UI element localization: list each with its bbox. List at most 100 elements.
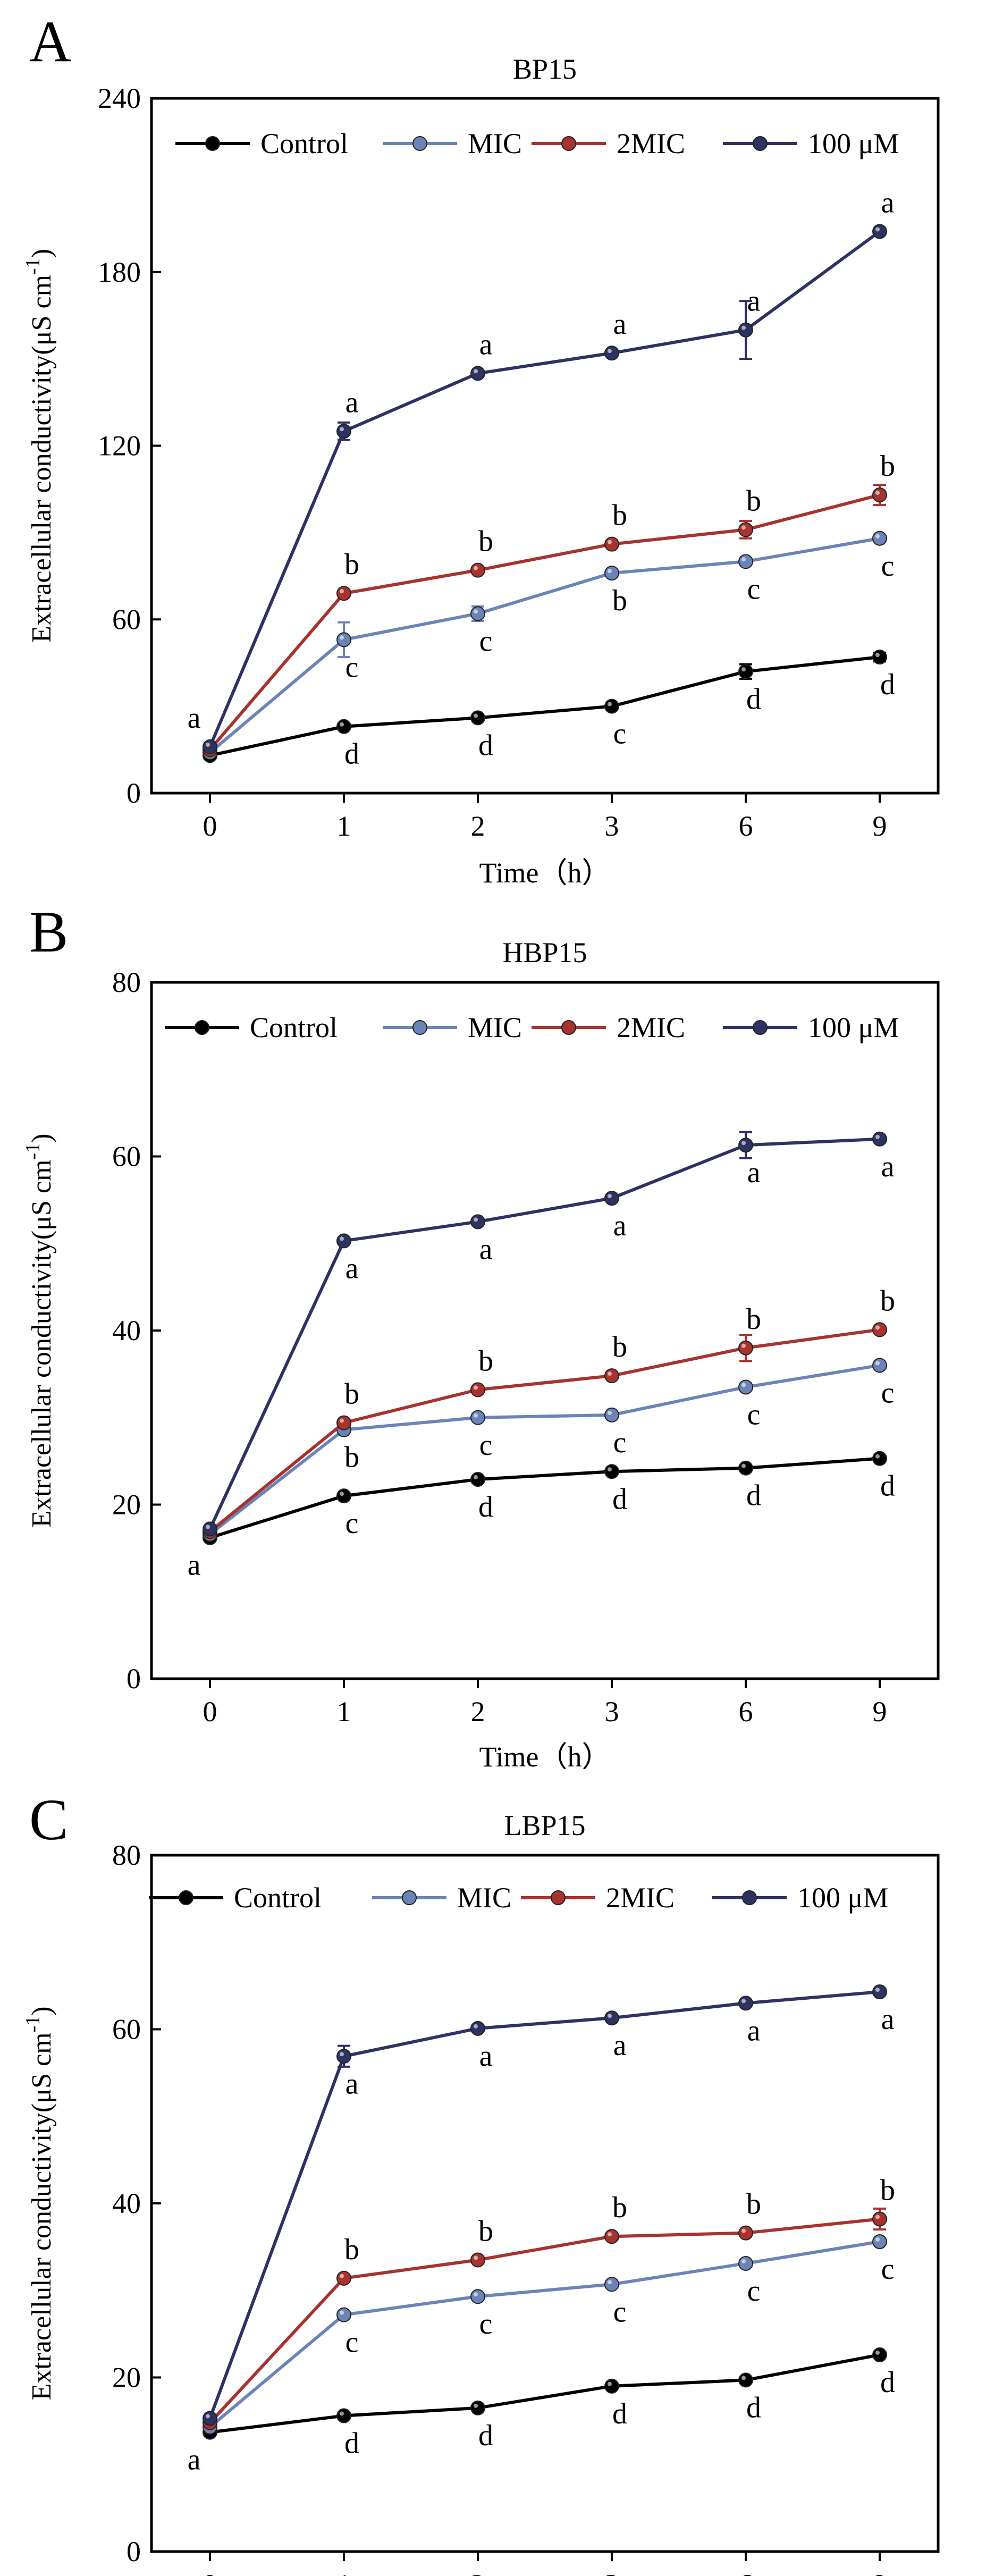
y-tick-label: 60 xyxy=(112,603,141,635)
data-point xyxy=(203,2411,217,2426)
data-point-highlight xyxy=(741,2259,746,2263)
data-point xyxy=(738,2372,753,2388)
series-control: d d c d d xyxy=(203,650,895,771)
significance-letter: d xyxy=(344,738,359,771)
x-tick-label: 9 xyxy=(873,1696,887,1728)
significance-letter: a xyxy=(747,1156,761,1189)
data-point-highlight xyxy=(875,2215,880,2219)
significance-letter: c xyxy=(345,2326,359,2359)
data-point-highlight xyxy=(875,1454,880,1459)
significance-letter: a xyxy=(345,2067,359,2100)
series-mic: b c ccc xyxy=(203,1358,894,1542)
data-point xyxy=(872,1322,887,1337)
plot-frame xyxy=(150,97,940,795)
significance-letter: b xyxy=(478,1344,493,1377)
data-point xyxy=(336,424,351,439)
data-point xyxy=(336,586,351,601)
significance-letter: a xyxy=(188,2444,201,2477)
data-point xyxy=(604,346,619,361)
data-point xyxy=(604,2010,619,2026)
data-point-highlight xyxy=(875,534,880,538)
significance-letter: b xyxy=(612,1331,627,1363)
legend-swatch-marker xyxy=(195,1020,209,1035)
data-point xyxy=(470,710,485,726)
significance-letter: b xyxy=(478,525,493,558)
y-tick-label: 0 xyxy=(127,777,141,809)
data-point xyxy=(470,1472,485,1487)
significance-letter: d xyxy=(746,2391,761,2424)
data-point-highlight xyxy=(474,2024,478,2028)
significance-letter: a xyxy=(345,1252,359,1285)
legend-entry: MIC xyxy=(468,128,522,159)
x-tick-label: 6 xyxy=(739,2569,753,2576)
legend-swatch-marker xyxy=(179,1890,193,1905)
plot-frame xyxy=(150,981,940,1680)
series-line xyxy=(209,1328,880,1533)
legend-entry: 2MIC xyxy=(606,1882,675,1914)
data-point xyxy=(604,1464,619,1479)
data-point-highlight xyxy=(875,2237,880,2242)
data-point xyxy=(872,1358,887,1373)
data-point xyxy=(872,487,887,503)
data-point xyxy=(604,1407,619,1422)
data-point xyxy=(203,739,217,754)
data-point xyxy=(470,1214,485,1230)
y-axis-label-end: ) xyxy=(27,249,57,258)
series-line xyxy=(208,2217,880,2424)
significance-letter: a xyxy=(747,2014,761,2047)
series-100-μm: a a a a a a xyxy=(188,187,895,754)
x-tick-label: 2 xyxy=(471,2569,485,2576)
significance-letter: d xyxy=(880,1470,895,1503)
data-point-highlight xyxy=(608,2014,612,2018)
data-point xyxy=(604,2277,619,2292)
series-line xyxy=(209,2240,880,2429)
legend-swatch-marker xyxy=(205,136,220,151)
data-point xyxy=(604,698,619,714)
y-tick-label: 180 xyxy=(98,256,141,288)
data-point-highlight xyxy=(741,1383,746,1387)
significance-letter: d xyxy=(612,1483,627,1516)
significance-letter: c xyxy=(747,1398,761,1431)
significance-letter: a xyxy=(881,187,895,220)
data-point-highlight xyxy=(474,609,478,614)
series-control: a c d d d d xyxy=(188,1451,895,1582)
significance-letter: a xyxy=(345,386,359,419)
x-tick-label: 9 xyxy=(873,810,887,842)
significance-letter: a xyxy=(881,1150,895,1183)
series-100-μm: a a a a a xyxy=(203,1131,895,1537)
data-point-highlight xyxy=(608,702,612,706)
data-point xyxy=(336,632,351,647)
data-point-highlight xyxy=(741,1463,746,1468)
y-axis-label-end: ) xyxy=(27,2006,57,2015)
significance-letter: a xyxy=(613,308,627,341)
significance-letter: b xyxy=(746,1303,761,1336)
data-point-highlight xyxy=(875,1361,880,1366)
significance-letter: d xyxy=(612,2397,627,2430)
significance-letter: d xyxy=(880,2366,895,2399)
data-point-highlight xyxy=(608,349,612,353)
significance-letter: a xyxy=(479,1233,493,1266)
panel-label: C xyxy=(29,1787,68,1852)
data-point-highlight xyxy=(608,1410,612,1415)
significance-letter: b xyxy=(880,1284,895,1317)
series-100-μm: a a a a a xyxy=(203,1984,895,2426)
y-axis-label-superscript: -1 xyxy=(22,2016,44,2033)
significance-letter: c xyxy=(747,573,761,605)
data-point xyxy=(336,2270,351,2286)
data-point-highlight xyxy=(741,2228,746,2233)
data-point xyxy=(872,1451,887,1466)
y-tick-label: 40 xyxy=(112,1315,141,1346)
legend-entry: 100 μM xyxy=(808,128,899,159)
data-point-highlight xyxy=(608,2232,612,2237)
data-point-highlight xyxy=(608,2280,612,2285)
data-point-highlight xyxy=(340,1418,344,1423)
significance-letter: c xyxy=(479,625,493,658)
significance-letter: c xyxy=(613,718,627,751)
legend-entry: Control xyxy=(260,128,348,159)
y-axis-label: Extracellular conductivity(μS cm-1) xyxy=(22,1133,57,1527)
data-point xyxy=(872,2347,887,2362)
significance-letter: a xyxy=(188,1549,201,1582)
significance-letter: b xyxy=(344,1441,359,1474)
significance-letter: c xyxy=(345,1507,359,1540)
